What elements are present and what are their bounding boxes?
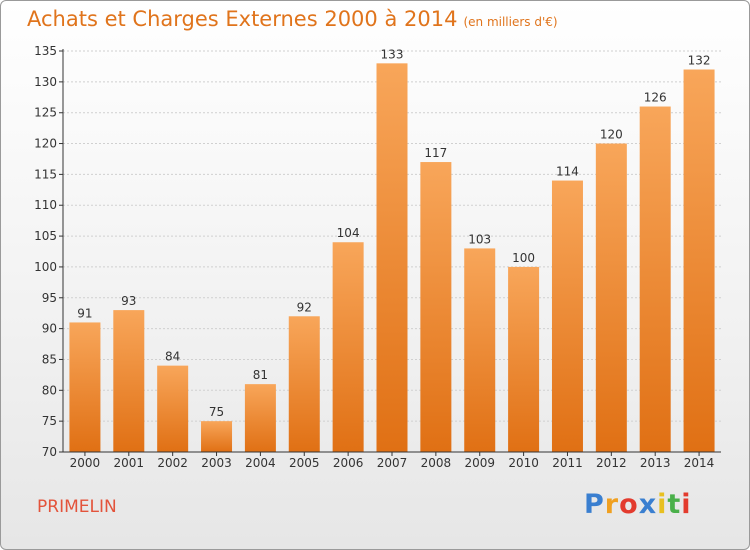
bar xyxy=(332,242,364,452)
logo-letter: i xyxy=(681,489,692,520)
bar xyxy=(639,106,671,453)
y-tick-label: 70 xyxy=(42,445,57,459)
y-tick-label: 135 xyxy=(34,44,57,58)
axes: 70 75 80 85 90 95 100 105 110 115 120 125 130 135 2000… xyxy=(34,44,721,470)
x-tick-label: 2011 xyxy=(552,456,583,470)
y-tick-label: 120 xyxy=(34,137,57,151)
x-tick-label: 2001 xyxy=(114,456,145,470)
bar-value-label: 81 xyxy=(253,368,268,382)
y-tick-label: 85 xyxy=(42,352,57,366)
bar xyxy=(420,162,452,453)
bar-value-label: 104 xyxy=(337,226,360,240)
x-tick-label: 2005 xyxy=(289,456,320,470)
chart-subtitle: (en milliers d'€) xyxy=(463,15,558,29)
y-tick-label: 115 xyxy=(34,167,57,181)
bar-value-label: 84 xyxy=(165,350,180,364)
y-tick-label: 110 xyxy=(34,198,57,212)
bar xyxy=(376,63,408,452)
bar-value-label: 117 xyxy=(424,146,447,160)
bar xyxy=(69,322,101,452)
x-tick-label: 2008 xyxy=(421,456,452,470)
x-tick-label: 2002 xyxy=(157,456,188,470)
bar-value-label: 75 xyxy=(209,405,224,419)
bar xyxy=(464,248,496,452)
y-tick-label: 95 xyxy=(42,291,57,305)
bar xyxy=(595,143,627,453)
logo-letter: o xyxy=(619,489,639,520)
x-tick-label: 2010 xyxy=(508,456,539,470)
logo-letter: P xyxy=(584,489,605,520)
logo-letter: i xyxy=(657,489,668,520)
logo-letter: x xyxy=(638,489,658,520)
logo-letter: t xyxy=(667,489,682,520)
bar xyxy=(551,180,583,453)
commune-name: PRIMELIN xyxy=(37,497,117,517)
bar xyxy=(244,384,276,452)
bar-value-label: 133 xyxy=(381,47,404,61)
y-tick-label: 105 xyxy=(34,229,57,243)
bar-value-label: 103 xyxy=(468,232,491,246)
x-tick-label: 2000 xyxy=(70,456,101,470)
bars xyxy=(69,63,715,453)
bar xyxy=(157,365,189,452)
x-tick-label: 2012 xyxy=(596,456,627,470)
bar-value-label: 114 xyxy=(556,165,579,179)
bar-value-label: 92 xyxy=(297,300,312,314)
x-tick-label: 2009 xyxy=(464,456,495,470)
y-tick-label: 100 xyxy=(34,260,57,274)
x-tick-label: 2014 xyxy=(684,456,715,470)
chart-title: Achats et Charges Externes 2000 à 2014 (e… xyxy=(27,7,558,31)
y-tick-label: 75 xyxy=(42,414,57,428)
logo-letter: r xyxy=(604,489,620,520)
bar-value-label: 132 xyxy=(688,54,711,68)
y-tick-label: 130 xyxy=(34,75,57,89)
proxiti-logo[interactable]: Proxiti xyxy=(584,489,692,520)
x-tick-label: 2003 xyxy=(201,456,232,470)
bar xyxy=(683,69,715,452)
bar-value-label: 93 xyxy=(121,294,136,308)
bar xyxy=(201,421,233,452)
x-tick-label: 2013 xyxy=(640,456,671,470)
x-tick-label: 2007 xyxy=(377,456,408,470)
y-tick-label: 125 xyxy=(34,106,57,120)
bar-value-label: 100 xyxy=(512,251,535,265)
bar-value-label: 120 xyxy=(600,128,623,142)
data-labels: 91 93 84 75 81 92 104 133 117 103 100 114 120 126 132 xyxy=(77,47,710,419)
chart-title-text: Achats et Charges Externes 2000 à 2014 xyxy=(27,7,458,31)
bar xyxy=(113,310,145,452)
bar xyxy=(508,266,540,452)
y-tick-label: 80 xyxy=(42,383,57,397)
bar xyxy=(288,316,320,452)
x-tick-label: 2006 xyxy=(333,456,364,470)
bar-value-label: 91 xyxy=(77,306,92,320)
bar-value-label: 126 xyxy=(644,91,667,105)
x-tick-label: 2004 xyxy=(245,456,276,470)
y-tick-label: 90 xyxy=(42,322,57,336)
